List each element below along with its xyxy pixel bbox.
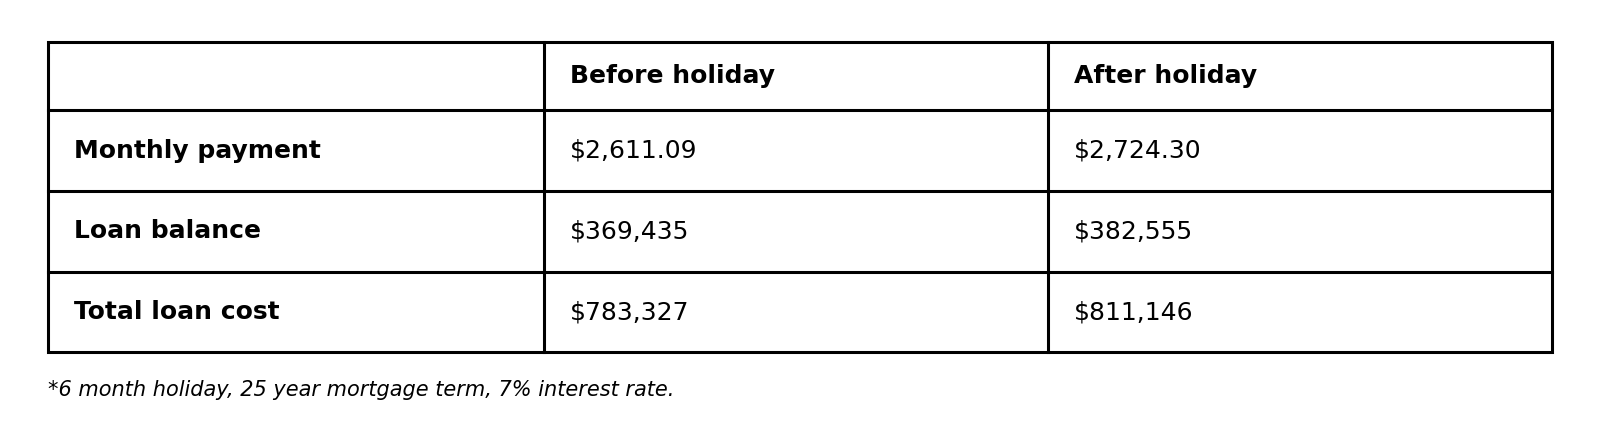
Text: After holiday: After holiday — [1074, 64, 1256, 88]
Text: Before holiday: Before holiday — [570, 64, 774, 88]
Text: $369,435: $369,435 — [570, 219, 690, 243]
Text: Loan balance: Loan balance — [74, 219, 261, 243]
Text: $2,724.30: $2,724.30 — [1074, 139, 1202, 163]
Text: Monthly payment: Monthly payment — [74, 139, 320, 163]
Bar — [48, 42, 1552, 352]
Text: $382,555: $382,555 — [1074, 219, 1192, 243]
Text: $811,146: $811,146 — [1074, 300, 1194, 324]
Text: Total loan cost: Total loan cost — [74, 300, 280, 324]
Text: *6 month holiday, 25 year mortgage term, 7% interest rate.: *6 month holiday, 25 year mortgage term,… — [48, 380, 674, 400]
Text: $2,611.09: $2,611.09 — [570, 139, 698, 163]
Text: $783,327: $783,327 — [570, 300, 690, 324]
